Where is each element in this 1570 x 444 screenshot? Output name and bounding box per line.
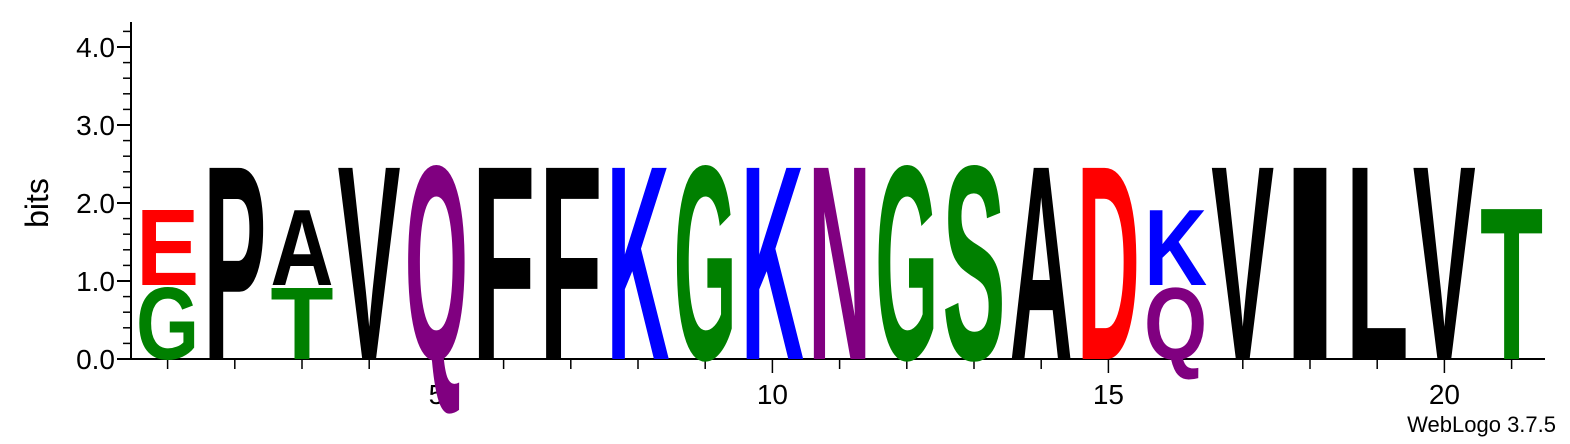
weblogo-credit: WebLogo 3.7.5	[1407, 412, 1556, 437]
x-tick-label: 10	[757, 379, 788, 410]
letter-T-pos-3: T	[270, 265, 333, 381]
letter-N-pos-11: N	[808, 108, 871, 418]
y-axis-label: bits	[19, 178, 55, 228]
x-tick-label: 15	[1093, 379, 1124, 410]
letter-G-pos-1: G	[136, 266, 199, 382]
letter-V-pos-17: V	[1211, 107, 1274, 418]
letter-V-pos-4: V	[338, 107, 401, 418]
letter-K-pos-10: K	[741, 108, 804, 418]
letter-P-pos-2: P	[203, 107, 266, 418]
letter-A-pos-14: A	[1010, 108, 1073, 418]
logo-letters: GE P TA V Q F F K G K N G S A D QK V I L V T	[136, 107, 1543, 418]
y-axis: 0.0 1.0 2.0 3.0 4.0	[76, 22, 132, 375]
x-tick-label: 20	[1429, 379, 1460, 410]
letter-A-pos-3: A	[270, 187, 333, 308]
y-tick-label: 3.0	[76, 110, 115, 141]
letter-Q-pos-5: Q	[405, 109, 468, 418]
y-tick-label: 0.0	[76, 344, 115, 375]
letter-D-pos-15: D	[1077, 108, 1140, 418]
letter-F-pos-6: F	[472, 109, 535, 419]
y-tick-label: 2.0	[76, 188, 115, 219]
letter-L-pos-19: L	[1346, 109, 1409, 419]
x-tick-label: 5	[429, 379, 445, 410]
letter-K-pos-8: K	[606, 108, 669, 418]
letter-G-pos-12: G	[875, 109, 938, 418]
letter-Q-pos-16: Q	[1144, 266, 1207, 382]
letter-S-pos-13: S	[942, 107, 1005, 418]
letter-F-pos-7: F	[539, 109, 602, 419]
letter-V-pos-20: V	[1413, 107, 1476, 418]
letter-E-pos-1: E	[136, 187, 199, 309]
letter-G-pos-9: G	[674, 109, 737, 418]
letter-T-pos-21: T	[1480, 164, 1543, 407]
x-axis: 5 10 15 20	[131, 358, 1545, 410]
letter-K-pos-16: K	[1144, 187, 1207, 308]
y-tick-label: 1.0	[76, 266, 115, 297]
letter-I-pos-18: I	[1278, 107, 1341, 418]
y-tick-label: 4.0	[76, 32, 115, 63]
